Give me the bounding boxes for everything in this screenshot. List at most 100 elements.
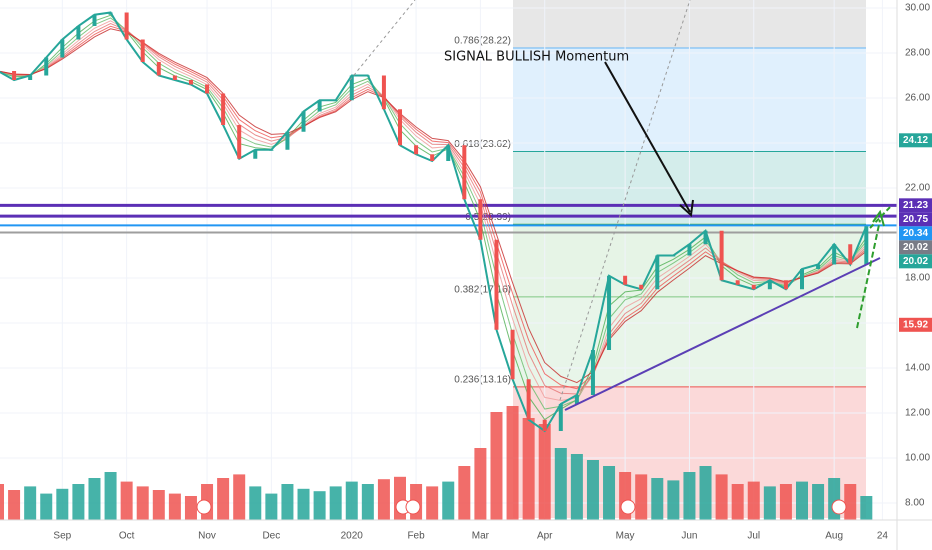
candle [494, 239, 499, 330]
candle [446, 145, 451, 161]
volume-bar [313, 491, 326, 520]
volume-bar [522, 418, 535, 520]
volume-bar [860, 496, 873, 520]
volume-bar [136, 486, 149, 520]
fib-label: 0.786(28.22) [454, 36, 511, 47]
earnings-markers [196, 499, 847, 515]
candle [333, 100, 338, 102]
candle [735, 280, 740, 285]
candle [655, 255, 660, 290]
candle [381, 75, 386, 110]
y-tick-label: 14.00 [905, 363, 930, 374]
volume-bar [120, 481, 133, 520]
price-tag [899, 212, 932, 227]
volume-bar [217, 478, 230, 520]
x-tick-label: Sep [53, 531, 71, 542]
volume-bar [88, 478, 101, 520]
volume-bar [184, 496, 197, 520]
volume-bar [554, 448, 567, 520]
candle [124, 12, 129, 40]
x-tick-label: May [616, 531, 635, 542]
price-tag-label: 20.34 [903, 228, 928, 239]
candle [398, 109, 402, 146]
volume-bar [104, 472, 117, 520]
volume-bar [265, 493, 278, 520]
volume-bar [474, 448, 487, 520]
volume-bar [812, 484, 825, 520]
y-tick-label: 22.00 [905, 183, 930, 194]
x-tick-label: Oct [119, 531, 135, 542]
candle [719, 230, 724, 281]
trend-line [564, 257, 881, 411]
price-tag [899, 254, 932, 269]
volume-bar [152, 490, 165, 520]
candle [301, 111, 306, 132]
candle [639, 284, 644, 290]
candle [92, 14, 97, 26]
candle [751, 284, 756, 290]
candle [703, 230, 708, 245]
candle [12, 71, 17, 80]
candle [510, 329, 515, 380]
candle [800, 269, 804, 290]
candle [687, 244, 692, 256]
candle [349, 75, 354, 101]
y-tick-label: 28.00 [905, 48, 930, 59]
volume-bar [603, 466, 616, 520]
price-tag [899, 240, 932, 255]
volume-bar [699, 466, 712, 520]
candle [253, 149, 258, 159]
candle [574, 395, 579, 404]
candle [76, 26, 81, 40]
candle [832, 244, 837, 265]
volume-bar [233, 474, 246, 520]
candle [140, 39, 145, 62]
volume-bar [506, 406, 519, 520]
volume-bar [570, 454, 583, 520]
candle [590, 350, 595, 395]
price-tag [899, 198, 932, 213]
candle [172, 75, 177, 80]
earnings-marker [831, 499, 847, 515]
candle [317, 100, 322, 112]
candle [478, 199, 483, 240]
volume-bar [651, 478, 664, 520]
price-tag [899, 226, 932, 241]
arrow-head [679, 199, 694, 218]
candle [205, 84, 210, 94]
candle [60, 39, 65, 58]
candle [28, 75, 33, 80]
volume-bar [458, 466, 471, 520]
candle [816, 264, 821, 269]
candle [558, 404, 563, 431]
x-tick-label: 24 [877, 531, 889, 542]
volume-bar [715, 474, 728, 520]
price-tag-label: 15.92 [903, 319, 928, 330]
x-tick-label: Dec [262, 531, 280, 542]
earnings-marker [196, 499, 212, 515]
volume-bar [731, 484, 744, 520]
volume-bar [8, 490, 21, 520]
candle [365, 75, 370, 77]
price-tag [899, 317, 932, 332]
candle [108, 12, 113, 15]
earnings-marker [620, 499, 636, 515]
volume-bar [24, 486, 37, 520]
price-tag [899, 133, 932, 148]
volume-bar [844, 484, 857, 520]
annotation: SIGNAL BULLISH Momentum [444, 50, 629, 65]
volume-bar [796, 481, 808, 520]
volume-bar [442, 481, 455, 520]
candle [414, 145, 419, 155]
x-tick-label: Mar [472, 531, 490, 542]
volume-bar [426, 486, 439, 520]
candle [269, 149, 274, 151]
volume-bar [72, 484, 85, 520]
arrow [604, 61, 691, 213]
volume-bar [377, 479, 390, 520]
candle [156, 62, 161, 76]
price-tag-label: 20.75 [903, 214, 928, 225]
candle [430, 154, 435, 161]
volume-bar [763, 486, 776, 520]
volume-bar [0, 484, 4, 520]
